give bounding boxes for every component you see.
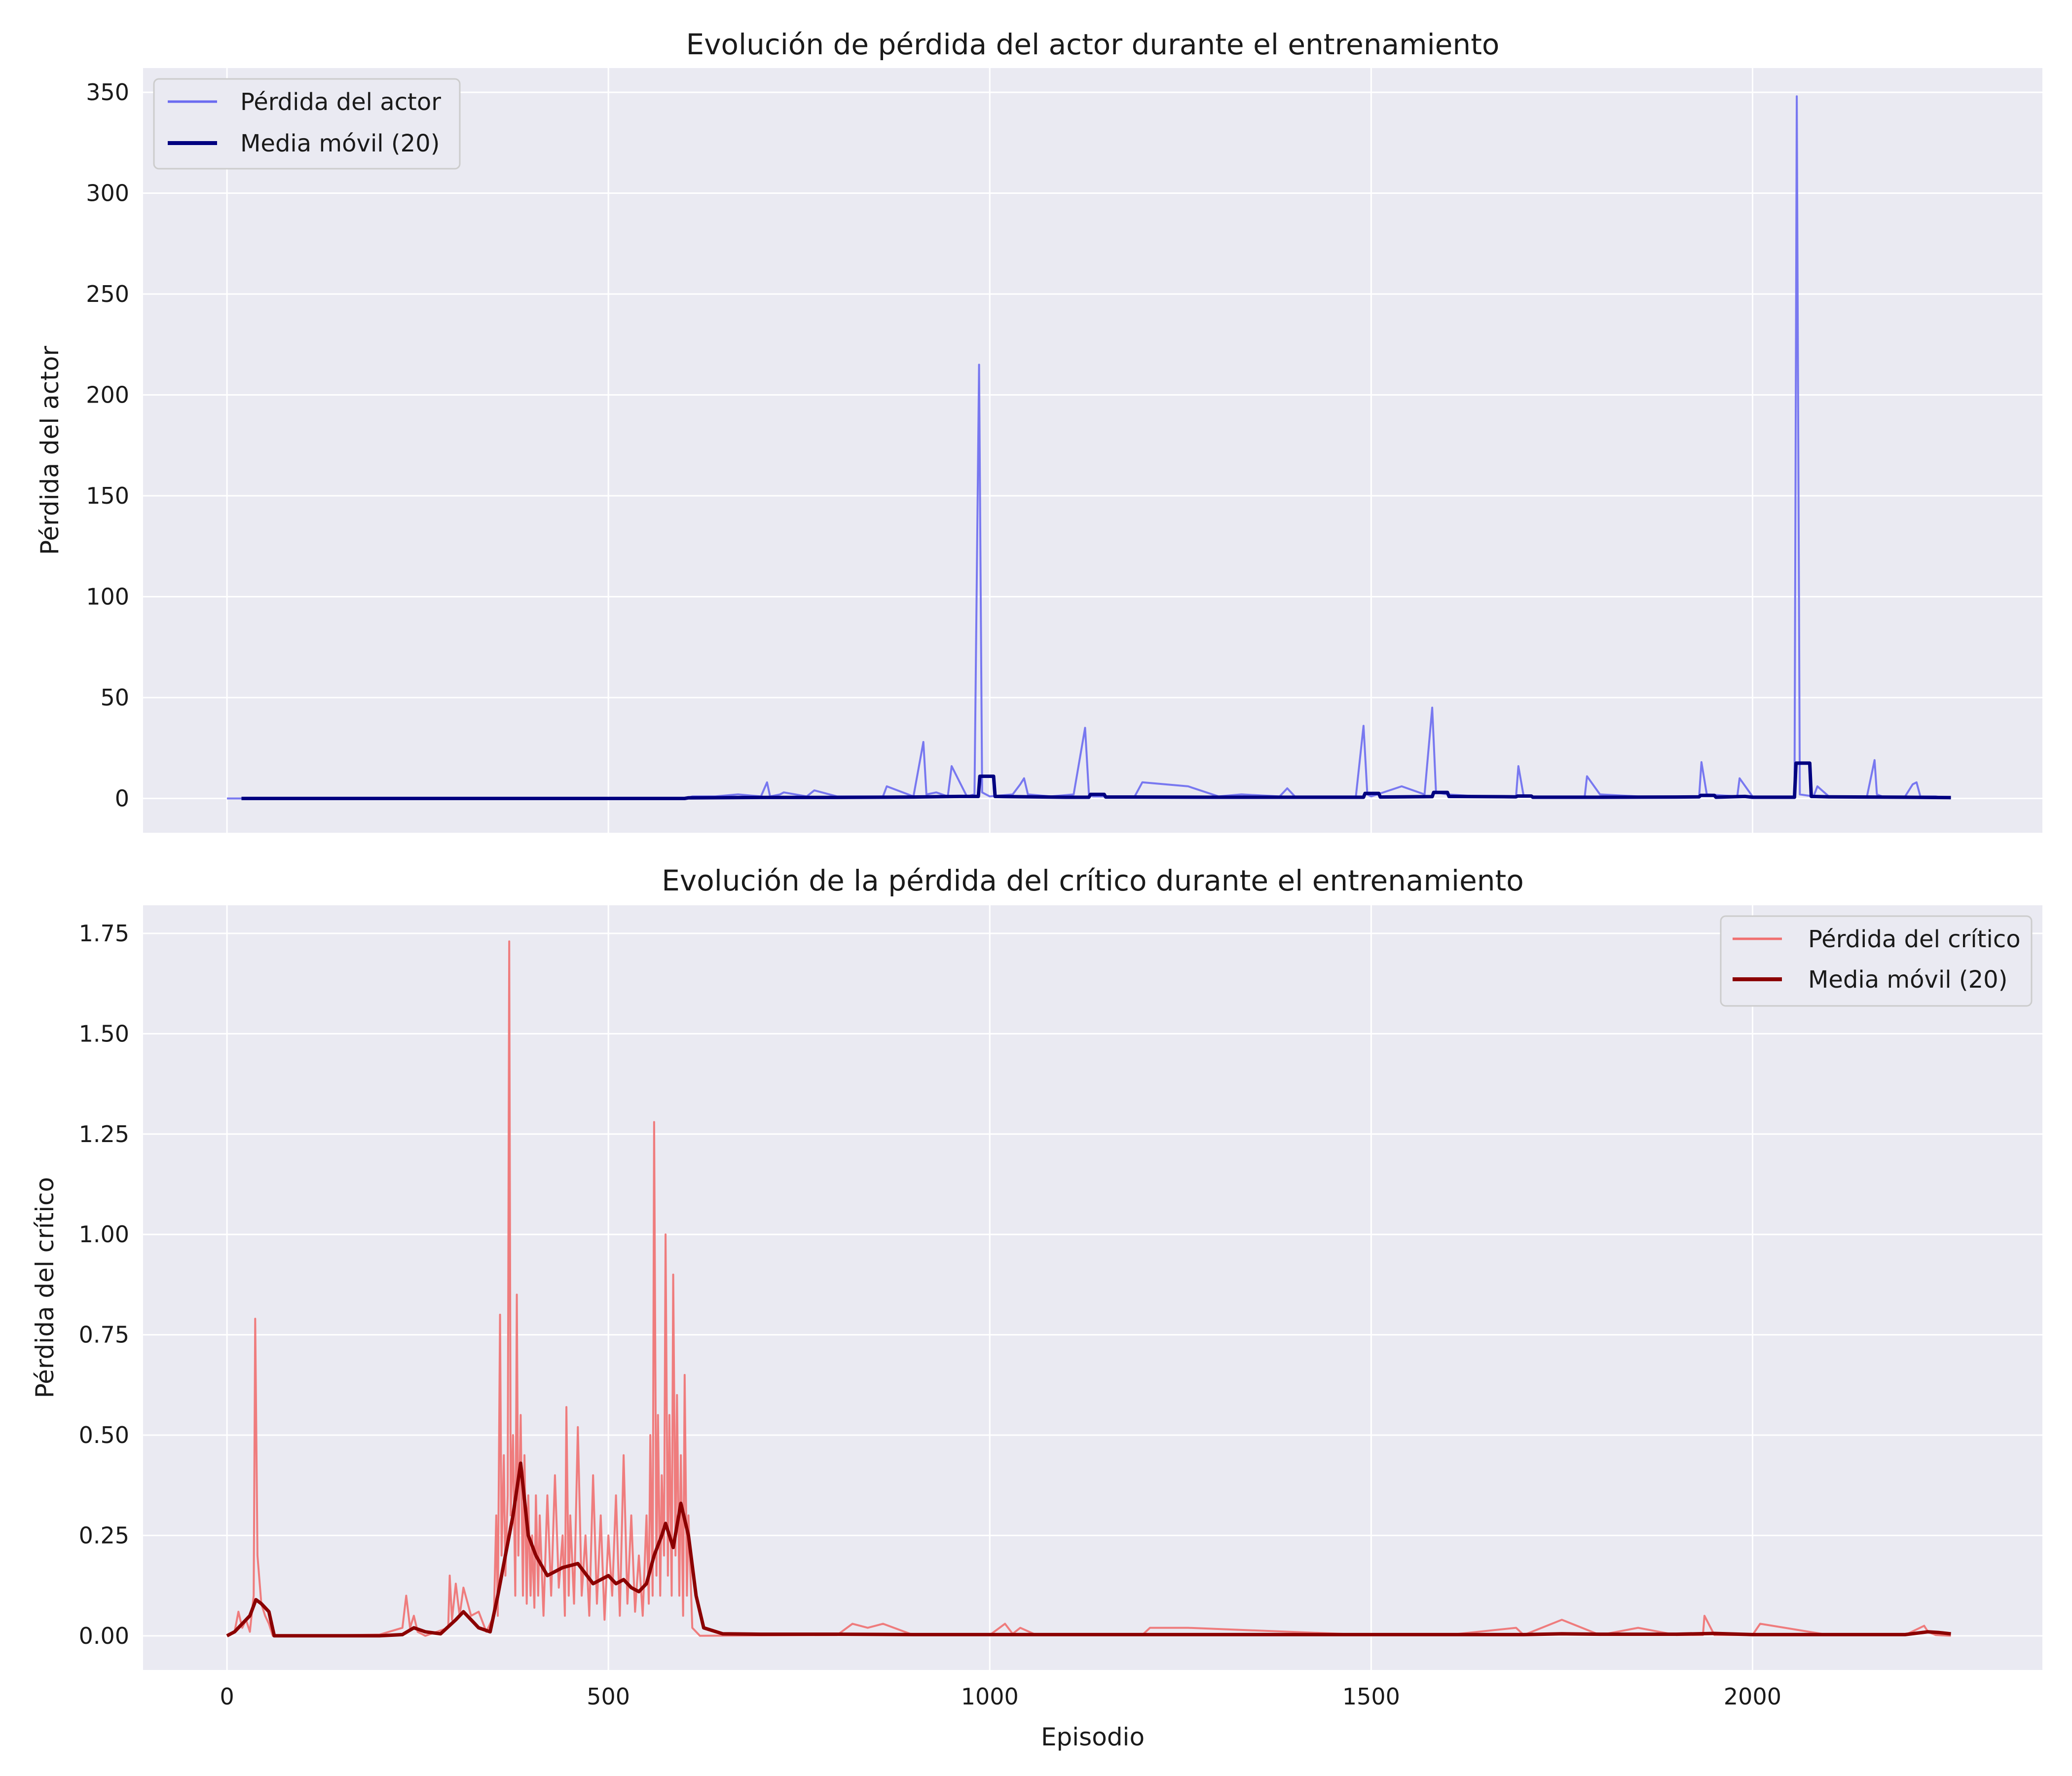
critic-x-tick-label: 2000 xyxy=(1724,1683,1781,1710)
critic-y-tick-label: 1.00 xyxy=(79,1221,129,1248)
critic-y-tick-label: 0.25 xyxy=(79,1522,129,1549)
critic-x-tick-label: 1500 xyxy=(1342,1683,1400,1710)
critic-legend-label-mean: Media móvil (20) xyxy=(1808,966,2007,994)
critic-loss-chart: 0.00 0.25 0.50 0.75 1.00 1.25 1.50 1.75 0 500 1000… xyxy=(31,864,2042,1751)
critic-x-tick-label: 0 xyxy=(220,1683,234,1710)
critic-series-line-loss xyxy=(226,940,1951,1637)
actor-y-tick-label: 150 xyxy=(86,482,129,509)
critic-y-tick-label: 1.50 xyxy=(79,1020,129,1047)
actor-series-group xyxy=(227,95,1951,800)
critic-y-tick-label: 0.50 xyxy=(79,1422,129,1448)
actor-y-tick-label: 350 xyxy=(86,79,129,106)
critic-y-tick-label: 1.25 xyxy=(79,1121,129,1147)
critic-x-axis-label: Episodio xyxy=(1041,1723,1145,1751)
critic-legend-box xyxy=(1720,915,2033,1007)
critic-legend-label-loss: Pérdida del crítico xyxy=(1808,925,2021,953)
actor-y-tick-label: 250 xyxy=(86,281,129,307)
actor-ticks: 0 50 100 150 200 250 300 350 xyxy=(86,79,129,812)
critic-x-tick-label: 1000 xyxy=(961,1683,1019,1710)
critic-chart-title: Evolución de la pérdida del crítico dura… xyxy=(662,864,1524,897)
critic-y-tick-label: 1.75 xyxy=(79,920,129,947)
critic-y-tick-label: 0.75 xyxy=(79,1322,129,1348)
critic-y-tick-label: 0.00 xyxy=(79,1623,129,1649)
actor-y-tick-label: 200 xyxy=(86,382,129,408)
actor-series-line-moving-average xyxy=(241,761,1951,800)
critic-y-axis-label: Pérdida del crítico xyxy=(31,1177,59,1399)
critic-plot-area xyxy=(143,905,2042,1670)
actor-plot-area xyxy=(143,68,2042,833)
actor-legend: Pérdida del actor Media móvil (20) xyxy=(153,78,461,170)
actor-y-tick-label: 50 xyxy=(100,684,129,711)
actor-y-axis-label: Pérdida del actor xyxy=(36,346,64,555)
actor-legend-box xyxy=(153,78,461,170)
critic-ticks: 0.00 0.25 0.50 0.75 1.00 1.25 1.50 1.75 0 500 1000… xyxy=(79,920,1781,1710)
actor-y-tick-label: 100 xyxy=(86,584,129,610)
critic-series-group xyxy=(226,940,1951,1638)
actor-legend-label-loss: Pérdida del actor xyxy=(240,88,441,116)
critic-legend: Pérdida del crítico Media móvil (20) xyxy=(1720,915,2033,1007)
actor-y-tick-label: 300 xyxy=(86,180,129,207)
actor-legend-label-mean: Media móvil (20) xyxy=(240,130,440,157)
actor-loss-chart: 0 50 100 150 200 250 300 350 Evolución de pérdi… xyxy=(36,28,2042,833)
critic-series-line-moving-average xyxy=(226,1461,1951,1638)
critic-x-tick-label: 500 xyxy=(587,1683,630,1710)
actor-y-tick-label: 0 xyxy=(115,785,129,812)
actor-chart-title: Evolución de pérdida del actor durante e… xyxy=(686,28,1500,61)
